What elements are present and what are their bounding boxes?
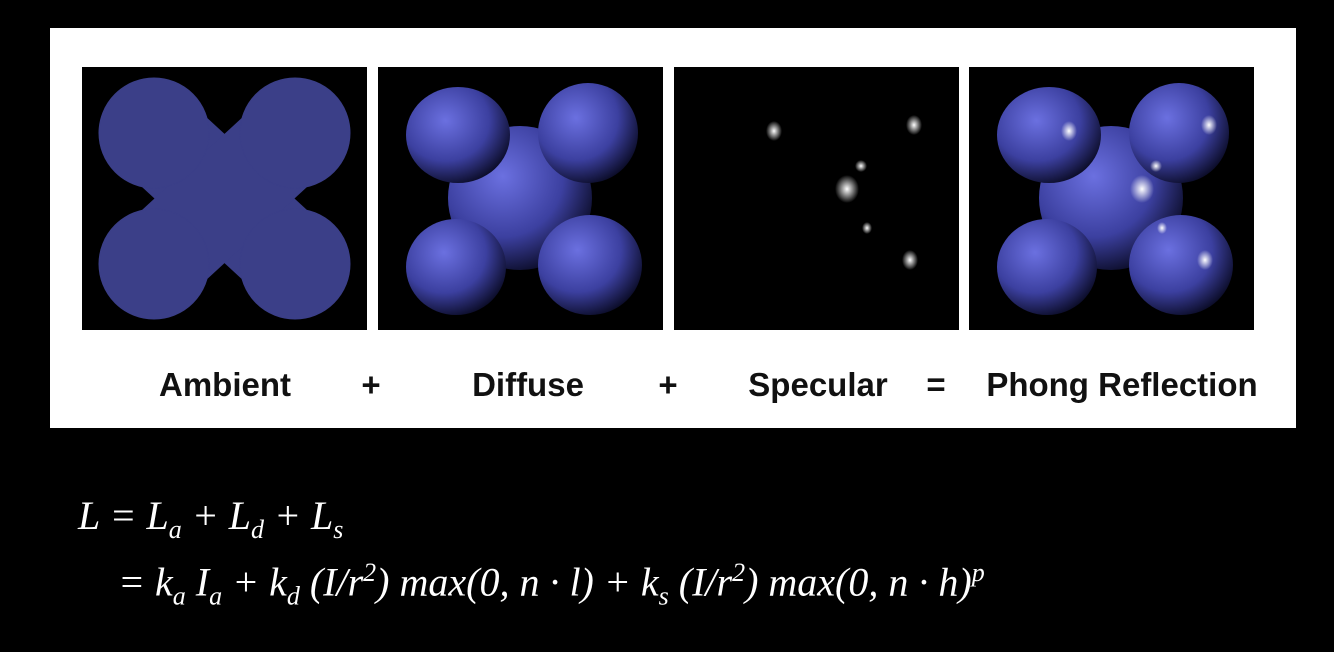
equation-text: L = L (78, 493, 169, 538)
ambient-image (82, 67, 367, 330)
operator: + (361, 366, 381, 403)
equation-text: + L (181, 493, 252, 538)
subscript: a (172, 581, 186, 611)
phong-image (969, 67, 1254, 330)
panel-label: Ambient (159, 366, 291, 403)
subscript: a (209, 581, 223, 611)
panel-label: Phong Reflection (986, 366, 1258, 403)
specular-image (674, 67, 959, 330)
equation: = ka Ia + kd (I/r2) max(0, n · l) + ks (… (118, 558, 985, 611)
superscript: 2 (732, 558, 746, 587)
subscript: s (658, 581, 669, 611)
equation-text: = k (118, 559, 173, 605)
subscript: a (168, 515, 182, 544)
diffuse-image (378, 67, 663, 330)
equation-text: (I/r (299, 559, 364, 605)
equation: L = La + Ld + Ls (78, 492, 343, 545)
equation-text: + L (264, 493, 334, 538)
equation-text: ) max(0, n · l) + k (376, 559, 659, 605)
operator: = (926, 366, 946, 403)
subscript: s (333, 515, 344, 544)
superscript: 2 (363, 558, 377, 587)
operator: + (658, 366, 678, 403)
equation-text: + k (222, 559, 287, 605)
figure-panel: Ambient + Diffuse + Specular = Phong Ref… (50, 28, 1296, 428)
superscript: p (971, 558, 985, 587)
equation-text: (I/r (668, 559, 733, 605)
subscript: d (251, 515, 265, 544)
subscript: d (286, 581, 300, 611)
equation-text: ) max(0, n · h) (745, 559, 972, 605)
panel-label: Diffuse (472, 366, 584, 403)
panel-label: Specular (748, 366, 888, 403)
equation-text: I (185, 559, 210, 605)
